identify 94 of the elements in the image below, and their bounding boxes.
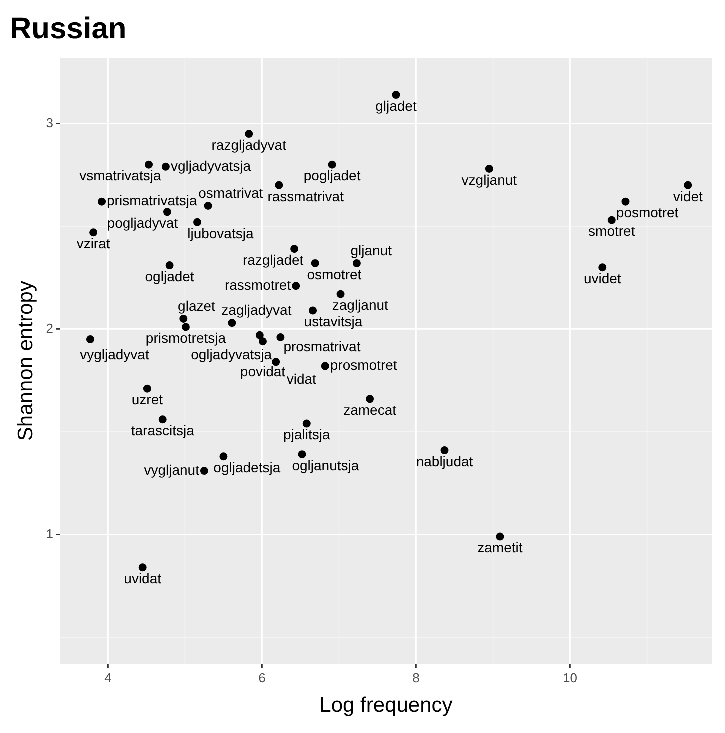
data-label: osmotret: [307, 266, 362, 282]
data-label: prismotretsja: [146, 330, 226, 346]
data-label: uvidet: [584, 270, 622, 286]
point: [158, 416, 167, 424]
point: [228, 319, 236, 328]
point: [182, 323, 190, 332]
data-label: zametit: [478, 540, 523, 556]
point: [302, 420, 311, 428]
point: [366, 395, 374, 404]
data-label: smotret: [588, 223, 636, 240]
data-label: nabljudat: [416, 453, 474, 470]
data-label: pjalitsja: [284, 426, 330, 443]
data-label: zagljadyvat: [222, 302, 292, 318]
x-tick-label: 10: [563, 670, 578, 686]
data-label: rassmotret: [224, 276, 292, 293]
data-label: rassmatrivat: [268, 188, 344, 204]
point: [166, 262, 174, 270]
data-label: ogljanutsja: [292, 457, 360, 474]
chart-title: Russian: [10, 12, 127, 46]
point: [256, 331, 264, 340]
point: [336, 290, 345, 298]
point: [290, 245, 299, 254]
point: [275, 181, 284, 190]
data-label: gljadet: [376, 98, 417, 114]
data-label: posmotret: [616, 204, 679, 221]
point: [309, 306, 318, 315]
point: [245, 130, 254, 138]
point: [440, 446, 449, 454]
y-axis-title: Shannon entropy: [14, 280, 38, 442]
data-label: pogljadet: [304, 168, 361, 184]
point: [622, 198, 630, 206]
point: [86, 336, 94, 344]
data-label: vzgljanut: [462, 172, 518, 188]
point: [298, 450, 306, 459]
point: [258, 338, 267, 346]
data-label: tarascitsja: [131, 422, 195, 439]
data-label: prosmatrivat: [284, 338, 361, 354]
point: [272, 358, 280, 366]
point: [352, 259, 361, 268]
point: [496, 532, 504, 541]
data-label: vygljanut: [144, 462, 200, 478]
data-label: vgljadyvatsja: [170, 158, 252, 174]
data-label: razgljadyvat: [212, 136, 287, 153]
y-tick-label: 1: [46, 526, 54, 542]
point: [608, 216, 616, 224]
point: [485, 164, 494, 173]
point: [292, 282, 300, 290]
x-tick-label: 4: [104, 670, 112, 686]
y-tick-label: 3: [46, 115, 54, 130]
x-tick-label: 6: [258, 670, 266, 686]
point: [200, 467, 208, 476]
point: [180, 314, 188, 323]
data-label: osmatrivat: [198, 184, 264, 201]
data-label: prosmotret: [330, 357, 398, 374]
data-label: vsmatrivatsja: [80, 168, 162, 184]
point: [321, 362, 330, 370]
point: [163, 208, 172, 216]
point: [311, 259, 320, 268]
point: [145, 160, 153, 169]
data-label: uzret: [132, 392, 164, 408]
data-label: vygljadyvat: [80, 346, 150, 362]
data-label: vzirat: [76, 236, 110, 252]
x-axis-title: Log frequency: [320, 694, 454, 718]
point: [684, 181, 692, 190]
data-label: uvidat: [124, 570, 162, 586]
point: [194, 218, 202, 226]
point: [220, 452, 228, 461]
data-label: videt: [673, 188, 704, 204]
point: [98, 198, 106, 206]
data-label: zamecat: [344, 402, 397, 418]
y-tick-label: 2: [46, 320, 54, 336]
data-label: ljubovatsja: [188, 225, 254, 242]
data-label: prismatrivatsja: [107, 192, 198, 209]
data-label: ogljadet: [145, 268, 194, 284]
data-label: ogljadyvatsja: [191, 346, 272, 362]
x-tick-label: 8: [412, 670, 420, 686]
data-label: povidat: [240, 363, 286, 380]
data-label: gljanut: [350, 242, 392, 258]
point: [162, 162, 170, 171]
point: [598, 264, 607, 272]
data-label: zagljanut: [332, 297, 389, 314]
data-label: ustavitsja: [304, 314, 363, 330]
point: [90, 228, 98, 237]
data-label: vidat: [286, 370, 317, 387]
point: [392, 90, 400, 99]
point: [138, 564, 147, 572]
point: [276, 333, 285, 342]
point: [328, 160, 336, 169]
data-label: glazet: [178, 298, 216, 314]
data-label: ogljadetsja: [214, 460, 281, 476]
data-label: pogljadyvat: [107, 214, 178, 231]
point: [204, 202, 212, 210]
data-label: razgljadet: [242, 252, 304, 268]
point: [143, 384, 152, 393]
